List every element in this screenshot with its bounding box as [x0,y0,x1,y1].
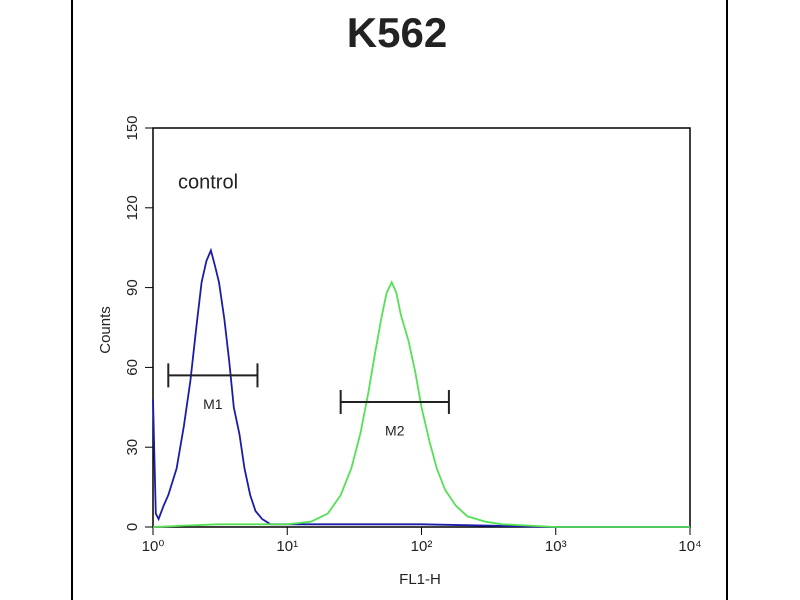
x-tick-label: 10¹ [276,538,298,555]
x-tick-label: 10⁴ [678,538,701,555]
y-tick-label: 90 [124,279,141,296]
histogram-line [152,247,690,528]
chart-title: K562 [347,9,447,56]
x-tick-label: 10² [411,538,433,555]
marker-label: M1 [203,396,223,412]
x-axis-label: FL1-H [399,571,441,588]
y-tick-label: 60 [124,359,141,376]
histogram-line [152,280,690,528]
y-tick-label: 120 [124,195,141,220]
x-tick-label: 10⁰ [142,538,165,555]
y-axis-label: Counts [97,306,114,354]
x-tick-label: 10³ [545,538,567,555]
y-tick-label: 0 [124,523,141,531]
y-tick-label: 30 [124,439,141,456]
marker-label: M2 [385,423,405,439]
y-tick-label: 150 [124,115,141,140]
annotation: control [178,171,238,193]
